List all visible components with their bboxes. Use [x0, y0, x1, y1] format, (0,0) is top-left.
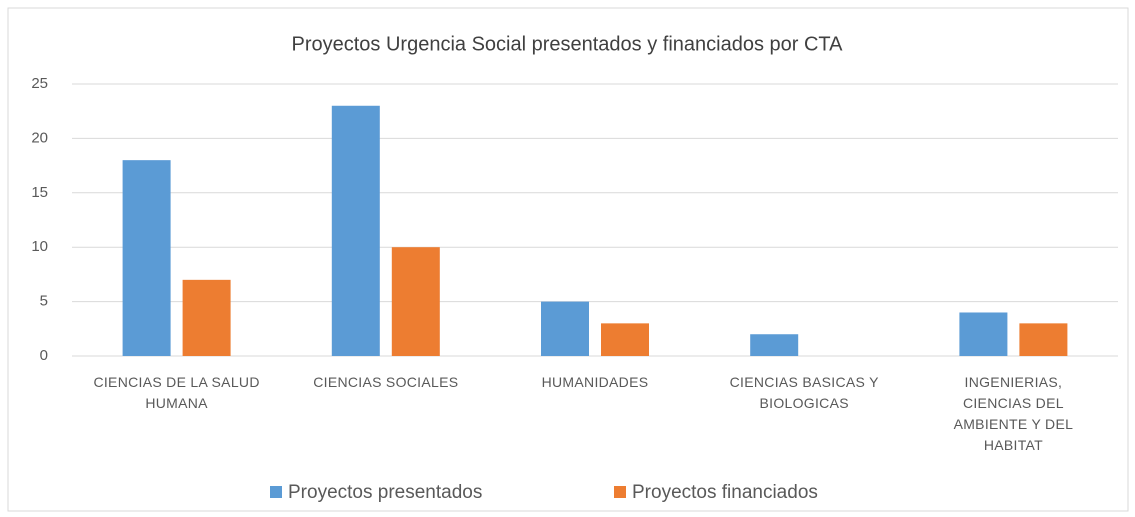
bar: [391, 247, 440, 356]
y-tick-label: 25: [31, 75, 48, 92]
legend-label: Proyectos presentados: [288, 482, 482, 503]
bar: [182, 279, 231, 356]
y-tick-label: 15: [31, 184, 48, 201]
x-tick-label: INGENIERIAS, CIENCIAS DEL AMBIENTE Y DEL…: [953, 374, 1074, 453]
y-tick-label: 10: [31, 238, 48, 255]
bar: [1019, 323, 1068, 356]
y-tick-label: 5: [40, 293, 48, 310]
bar: [331, 105, 380, 356]
y-tick-label: 20: [31, 129, 48, 146]
bar: [601, 323, 649, 356]
x-tick-label: HUMANIDADES: [541, 374, 649, 390]
bar: [750, 334, 799, 356]
x-tick-label: CIENCIAS SOCIALES: [313, 374, 459, 390]
chart-frame: [7, 7, 1129, 512]
legend-swatch: [270, 486, 282, 498]
legend-label: Proyectos financiados: [632, 482, 818, 503]
x-tick-label: CIENCIAS DE LA SALUD HUMANA: [93, 374, 260, 411]
chart-title: Proyectos Urgencia Social presentados y …: [291, 33, 843, 55]
legend-swatch: [614, 486, 626, 498]
bar: [959, 312, 1008, 356]
bar: [541, 301, 589, 356]
bar: [122, 160, 171, 356]
y-tick-label: 0: [40, 347, 48, 364]
x-tick-label: CIENCIAS BASICAS Y BIOLOGICAS: [729, 374, 879, 411]
